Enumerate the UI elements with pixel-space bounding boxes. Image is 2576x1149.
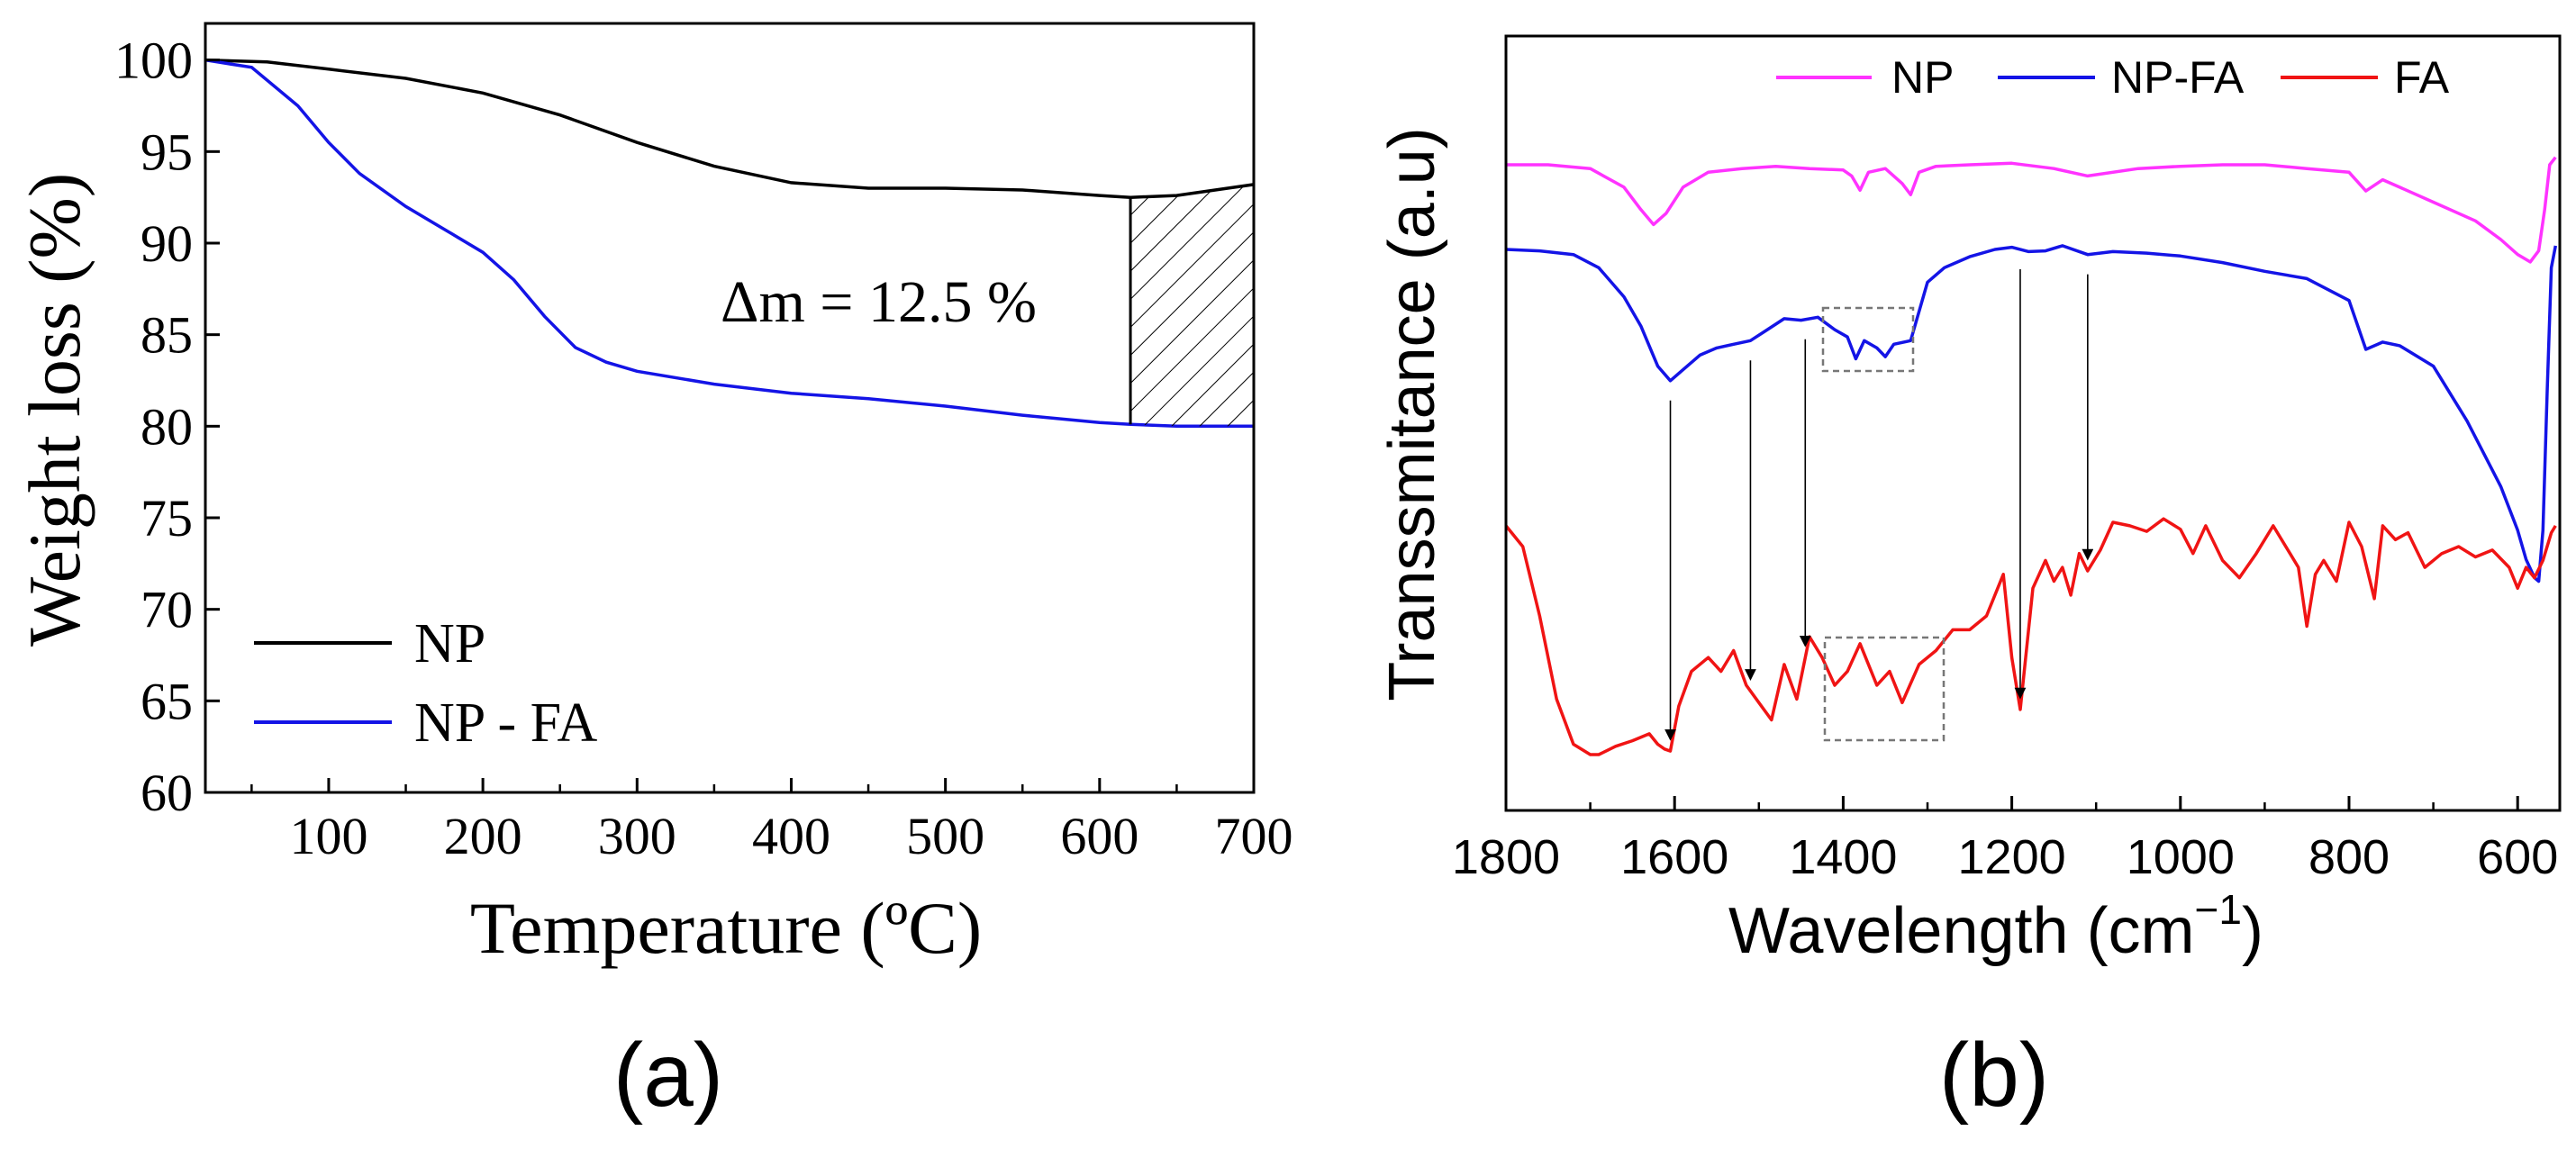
x-axis-title-superscript: −1	[2195, 886, 2242, 933]
x-tick-label: 1200	[1958, 830, 2066, 884]
legend-label-np: NP	[414, 613, 485, 674]
y-tick-label: 95	[141, 122, 193, 181]
series-line-np-fa	[204, 58, 1254, 429]
highlight-box-np-fa	[1821, 306, 1915, 373]
y-tick-label: 75	[141, 489, 193, 547]
highlight-box-fa	[1823, 636, 1946, 742]
series-line-np	[204, 58, 1255, 199]
x-axis-title-main: Wavelength (cm	[1728, 895, 2195, 967]
y-tick-label: 100	[114, 32, 193, 90]
x-tick-label: 1000	[2127, 830, 2235, 884]
chart-b: 1800 1600 1400 1200 1000 800 600 NP NP-FA FA W…	[1376, 34, 2562, 1126]
x-tick-label: 400	[752, 807, 830, 865]
chart-a-lines	[204, 58, 1255, 429]
chart-b-y-axis-title: Transsmitance (a.u)	[1376, 127, 1448, 701]
x-tick-label: 1600	[1620, 830, 1728, 884]
x-tick-label: 100	[289, 807, 367, 865]
legend-label-np-fa: NP-FA	[2111, 52, 2245, 103]
chart-b-axes: 1800 1600 1400 1200 1000 800 600	[1452, 796, 2558, 884]
x-tick-label: 700	[1215, 807, 1293, 865]
x-tick-label: 1800	[1452, 830, 1560, 884]
x-tick-label: 600	[2477, 830, 2558, 884]
chart-b-plot-frame	[1504, 34, 2562, 812]
x-tick-label: 300	[598, 807, 676, 865]
panel-label-b: (b)	[1939, 1025, 2049, 1126]
chart-b-x-axis-title: Wavelength (cm−1)	[1728, 886, 2263, 967]
chart-a: 100 200 300 400 500 600 7006065707580859095100…	[14, 22, 1293, 1126]
x-tick-label: 600	[1060, 807, 1138, 865]
shaded-mass-loss-region	[1130, 184, 1254, 427]
chart-b-legend: NP NP-FA FA	[1776, 52, 2450, 103]
chart-b-arrows	[1664, 269, 2094, 741]
chart-a-x-axis-title: Temperature (ºC)	[470, 887, 982, 969]
x-axis-title-close: )	[2242, 895, 2263, 967]
legend-label-fa: FA	[2394, 52, 2450, 103]
series-line-fa	[1504, 517, 2557, 756]
series-line-np-fa	[1505, 244, 2558, 584]
y-tick-label: 85	[141, 306, 193, 365]
chart-a-plot-frame	[204, 22, 1256, 794]
legend-label-np-fa: NP - FA	[414, 692, 597, 754]
chart-a-y-axis-title: Weight loss (%)	[14, 173, 95, 647]
x-tick-label: 800	[2308, 830, 2390, 884]
chart-a-annotation: Δm = 12.5 %	[721, 269, 1037, 335]
chart-a-legend: NP NP - FA	[254, 613, 597, 754]
x-tick-label: 200	[444, 807, 522, 865]
y-tick-label: 70	[141, 581, 193, 639]
y-tick-label: 60	[141, 764, 193, 822]
x-tick-label: 1400	[1789, 830, 1897, 884]
y-tick-label: 80	[141, 397, 193, 456]
x-tick-label: 500	[906, 807, 984, 865]
series-line-np	[1506, 156, 2557, 264]
panel-label-a: (a)	[613, 1025, 723, 1126]
chart-b-lines	[1504, 156, 2558, 756]
legend-label-np: NP	[1891, 52, 1954, 103]
y-tick-label: 65	[141, 672, 193, 730]
chart-a-axes: 100 200 300 400 500 600 700 60 65 70 75 80 85 90 95 100	[114, 32, 1293, 865]
y-tick-label: 90	[141, 214, 193, 273]
